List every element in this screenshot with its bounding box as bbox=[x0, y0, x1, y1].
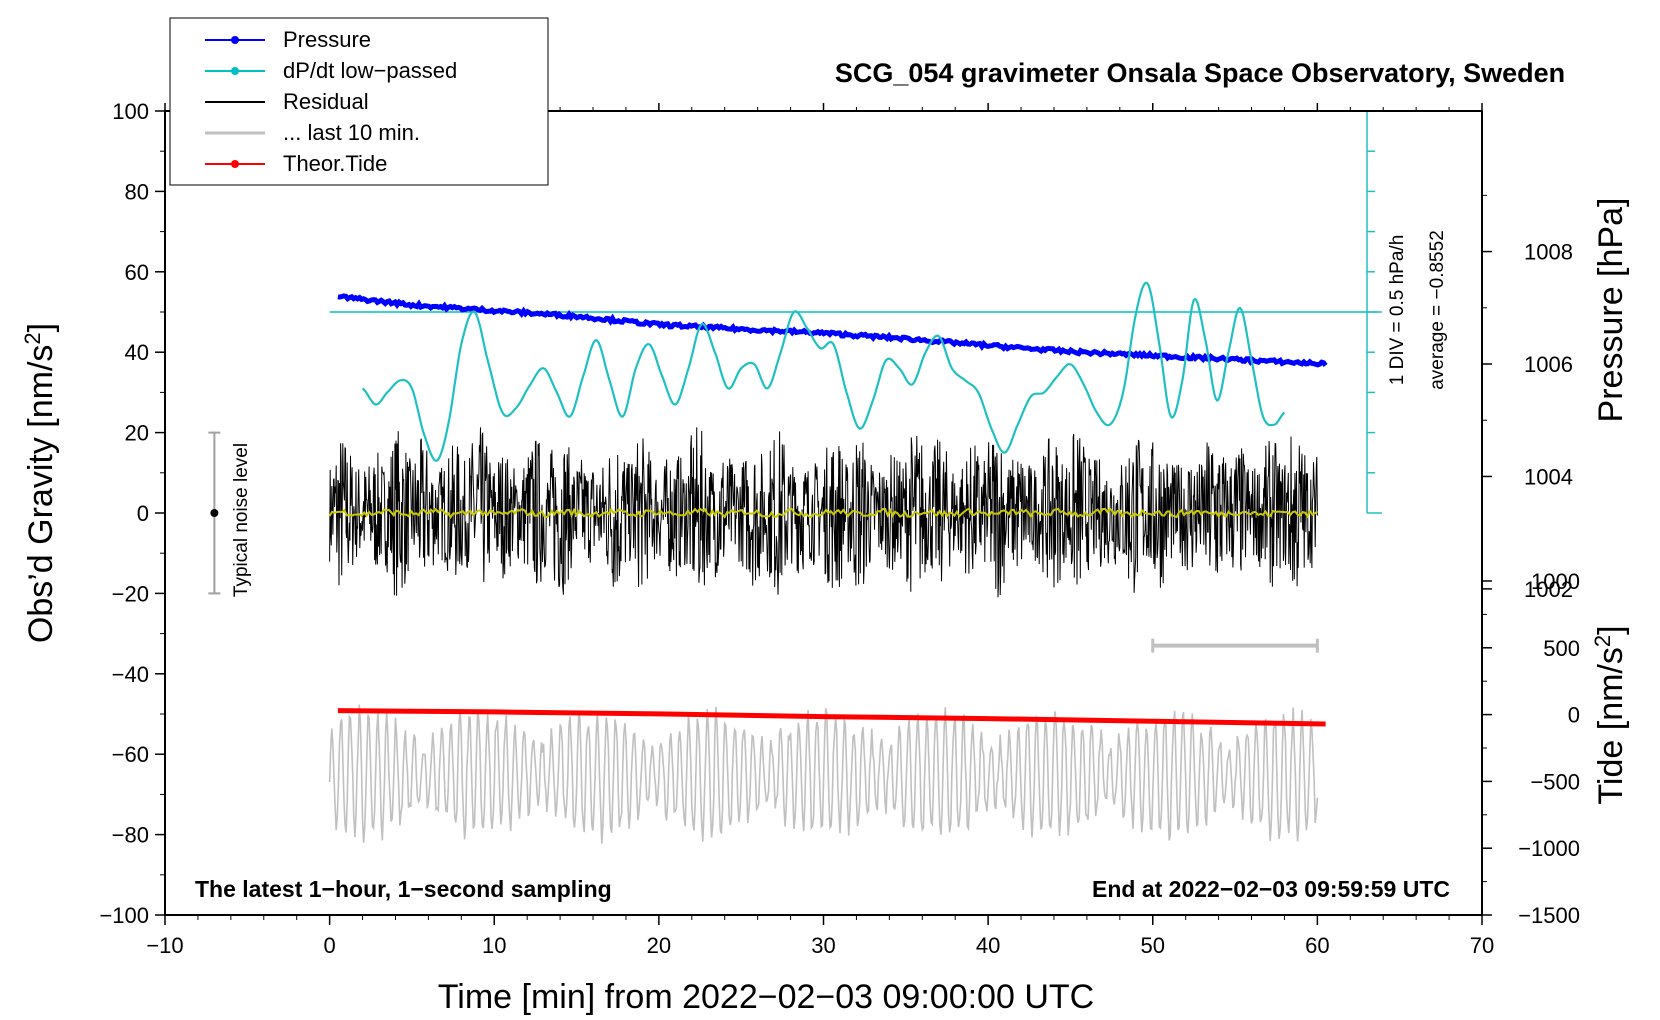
y-tick-label: −40 bbox=[112, 662, 149, 687]
y-tick-label: −80 bbox=[112, 823, 149, 848]
end-time-note: End at 2022−02−03 09:59:59 UTC bbox=[1092, 876, 1450, 902]
tide-tick-label: 1000 bbox=[1531, 569, 1580, 594]
tide-tick-label: 0 bbox=[1568, 703, 1580, 728]
legend-label: Theor.Tide bbox=[283, 151, 387, 176]
pressure-tick-label: 1008 bbox=[1524, 240, 1573, 265]
tide-series bbox=[337, 708, 1326, 727]
tide-tick-label: 500 bbox=[1543, 636, 1580, 661]
legend-label: Residual bbox=[283, 89, 369, 114]
x-tick-label: 60 bbox=[1305, 933, 1329, 958]
y-tick-label: −60 bbox=[112, 742, 149, 767]
pressure-tick-label: 1004 bbox=[1524, 464, 1573, 489]
dpdt-scale-label: 1 DIV = 0.5 hPa/h bbox=[1387, 235, 1408, 386]
y-tick-label: 40 bbox=[125, 340, 149, 365]
tide-tick-label: −1500 bbox=[1518, 903, 1580, 928]
pressure-tick-label: 1002 bbox=[1524, 577, 1573, 602]
x-tick-label: 10 bbox=[482, 933, 506, 958]
y-tick-label: 20 bbox=[125, 421, 149, 446]
y-tick-label: 80 bbox=[125, 179, 149, 204]
legend-label: ... last 10 min. bbox=[283, 120, 420, 145]
y-tick-label: 60 bbox=[125, 260, 149, 285]
residual-series bbox=[329, 427, 1318, 598]
x-tick-label: 70 bbox=[1470, 933, 1494, 958]
legend-marker bbox=[231, 36, 239, 44]
plot-layer bbox=[208, 110, 1382, 844]
legend-label: Pressure bbox=[283, 27, 371, 52]
noise-level-label: Typical noise level bbox=[231, 443, 252, 597]
y-axis-label-tide: Tide [nm/s2] bbox=[1590, 625, 1630, 804]
dpdt-series bbox=[361, 281, 1286, 462]
legend-marker bbox=[231, 160, 239, 168]
legend: Pressure dP/dt low−passed Residual ... last… bbox=[169, 17, 549, 186]
tide-tick-label: −500 bbox=[1530, 769, 1580, 794]
y-tick-label: −100 bbox=[99, 903, 149, 928]
chart-title: SCG_054 gravimeter Onsala Space Observat… bbox=[835, 58, 1565, 88]
y-tick-label: 0 bbox=[137, 501, 149, 526]
y-axis-label-pressure: Pressure [hPa] bbox=[1592, 198, 1630, 423]
legend-label: dP/dt low−passed bbox=[283, 58, 457, 83]
x-tick-label: 20 bbox=[647, 933, 671, 958]
tide-tick-label: −1000 bbox=[1518, 836, 1580, 861]
pressure-tick-label: 1006 bbox=[1524, 352, 1573, 377]
residual-smoothed-series bbox=[328, 507, 1319, 520]
legend-marker bbox=[231, 67, 239, 75]
noise-level-dot bbox=[210, 509, 219, 517]
y-tick-label: 100 bbox=[112, 99, 149, 124]
x-tick-label: 50 bbox=[1141, 933, 1165, 958]
x-axis-label: Time [min] from 2022−02−03 09:00:00 UTC bbox=[438, 978, 1094, 1016]
axis-layer: −10 0 10 20 30 40 50 60 70100806040200−20−40−60−… bbox=[99, 99, 1580, 958]
x-tick-label: −10 bbox=[146, 933, 183, 958]
x-tick-label: 30 bbox=[811, 933, 835, 958]
sampling-note: The latest 1−hour, 1−second sampling bbox=[195, 876, 612, 902]
y-axis-label-gravity: Obs’d Gravity [nm/s2] bbox=[20, 323, 60, 643]
dpdt-average-label: average = −0.8552 bbox=[1427, 230, 1448, 390]
x-tick-label: 40 bbox=[976, 933, 1000, 958]
last-10-min-series bbox=[328, 704, 1319, 844]
x-tick-label: 0 bbox=[324, 933, 336, 958]
y-tick-label: −20 bbox=[112, 581, 149, 606]
